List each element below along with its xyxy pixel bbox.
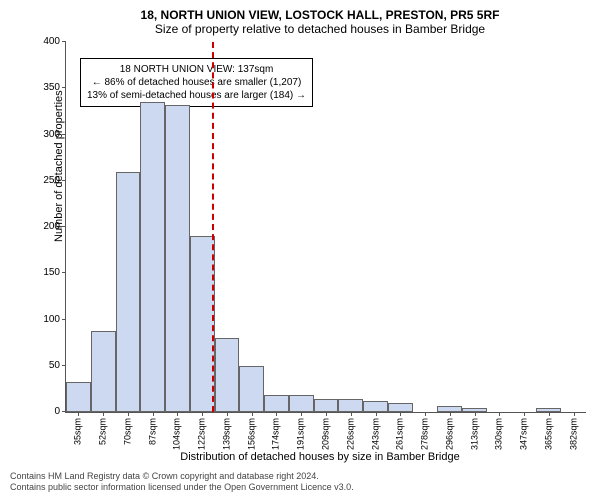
- x-tick-label: 122sqm: [198, 418, 207, 450]
- x-tick-mark: [103, 412, 104, 416]
- y-tick-label: 400: [43, 37, 66, 47]
- x-tick-mark: [574, 412, 575, 416]
- x-tick-mark: [499, 412, 500, 416]
- annotation-box: 18 NORTH UNION VIEW: 137sqm← 86% of deta…: [80, 58, 313, 107]
- x-tick-label: 243sqm: [371, 418, 380, 450]
- x-tick-label: 52sqm: [99, 418, 108, 445]
- y-tick-mark: [62, 41, 66, 42]
- x-tick-label: 261sqm: [396, 418, 405, 450]
- x-tick-label: 313sqm: [470, 418, 479, 450]
- x-tick-mark: [475, 412, 476, 416]
- x-tick-label: 139sqm: [222, 418, 231, 450]
- x-tick-label: 226sqm: [346, 418, 355, 450]
- x-tick-label: 382sqm: [569, 418, 578, 450]
- y-tick-mark: [62, 180, 66, 181]
- x-tick-mark: [400, 412, 401, 416]
- histogram-bar: [215, 338, 240, 412]
- y-tick-label: 150: [43, 268, 66, 278]
- x-tick-mark: [524, 412, 525, 416]
- histogram-bar: [91, 331, 116, 412]
- annotation-line: 18 NORTH UNION VIEW: 137sqm: [87, 63, 306, 76]
- x-tick-label: 35sqm: [74, 418, 83, 445]
- y-tick-mark: [62, 134, 66, 135]
- x-tick-mark: [450, 412, 451, 416]
- histogram-bar: [363, 401, 388, 412]
- histogram-bar: [264, 395, 289, 412]
- x-tick-mark: [326, 412, 327, 416]
- annotation-line: 13% of semi-detached houses are larger (…: [87, 89, 306, 102]
- reference-line: [212, 42, 214, 412]
- x-tick-label: 365sqm: [544, 418, 553, 450]
- x-tick-label: 156sqm: [247, 418, 256, 450]
- x-tick-mark: [227, 412, 228, 416]
- x-tick-label: 104sqm: [173, 418, 182, 450]
- x-tick-label: 278sqm: [421, 418, 430, 450]
- footer-line-1: Contains HM Land Registry data © Crown c…: [10, 471, 354, 483]
- x-tick-label: 347sqm: [520, 418, 529, 450]
- y-axis-label: Number of detached properties: [53, 90, 65, 242]
- histogram-bar: [66, 382, 91, 412]
- histogram-bar: [165, 105, 190, 412]
- y-tick-mark: [62, 319, 66, 320]
- x-tick-mark: [128, 412, 129, 416]
- annotation-line: ← 86% of detached houses are smaller (1,…: [87, 76, 306, 89]
- y-tick-label: 250: [43, 176, 66, 186]
- x-tick-mark: [153, 412, 154, 416]
- x-tick-mark: [276, 412, 277, 416]
- x-tick-label: 296sqm: [445, 418, 454, 450]
- footer-line-2: Contains public sector information licen…: [10, 482, 354, 494]
- x-tick-mark: [78, 412, 79, 416]
- chart-title-2: Size of property relative to detached ho…: [55, 22, 585, 36]
- histogram-bar: [338, 399, 363, 412]
- footer-attribution: Contains HM Land Registry data © Crown c…: [10, 471, 354, 494]
- x-tick-label: 87sqm: [148, 418, 157, 445]
- y-tick-label: 100: [43, 315, 66, 325]
- x-tick-mark: [549, 412, 550, 416]
- y-tick-mark: [62, 226, 66, 227]
- x-tick-mark: [202, 412, 203, 416]
- x-tick-label: 209sqm: [322, 418, 331, 450]
- y-tick-label: 300: [43, 130, 66, 140]
- x-tick-mark: [252, 412, 253, 416]
- x-tick-label: 191sqm: [297, 418, 306, 450]
- y-tick-label: 50: [49, 361, 66, 371]
- x-tick-mark: [177, 412, 178, 416]
- plot-area: 18 NORTH UNION VIEW: 137sqm← 86% of deta…: [65, 42, 586, 413]
- histogram-bar: [388, 403, 413, 412]
- histogram-bar: [314, 399, 339, 412]
- x-tick-label: 330sqm: [495, 418, 504, 450]
- y-tick-mark: [62, 272, 66, 273]
- y-tick-mark: [62, 87, 66, 88]
- x-tick-mark: [376, 412, 377, 416]
- x-tick-mark: [301, 412, 302, 416]
- histogram-bar: [140, 102, 165, 412]
- x-axis-label: Distribution of detached houses by size …: [55, 451, 585, 463]
- chart-title-1: 18, NORTH UNION VIEW, LOSTOCK HALL, PRES…: [55, 8, 585, 22]
- y-tick-mark: [62, 365, 66, 366]
- y-tick-label: 0: [54, 407, 66, 417]
- histogram-bar: [289, 395, 314, 412]
- histogram-bar: [239, 366, 264, 412]
- histogram-bar: [116, 172, 141, 413]
- chart-container: 18, NORTH UNION VIEW, LOSTOCK HALL, PRES…: [55, 8, 585, 448]
- x-tick-label: 70sqm: [123, 418, 132, 445]
- x-tick-mark: [351, 412, 352, 416]
- y-tick-label: 200: [43, 222, 66, 232]
- x-tick-mark: [425, 412, 426, 416]
- y-tick-label: 350: [43, 83, 66, 93]
- x-tick-label: 174sqm: [272, 418, 281, 450]
